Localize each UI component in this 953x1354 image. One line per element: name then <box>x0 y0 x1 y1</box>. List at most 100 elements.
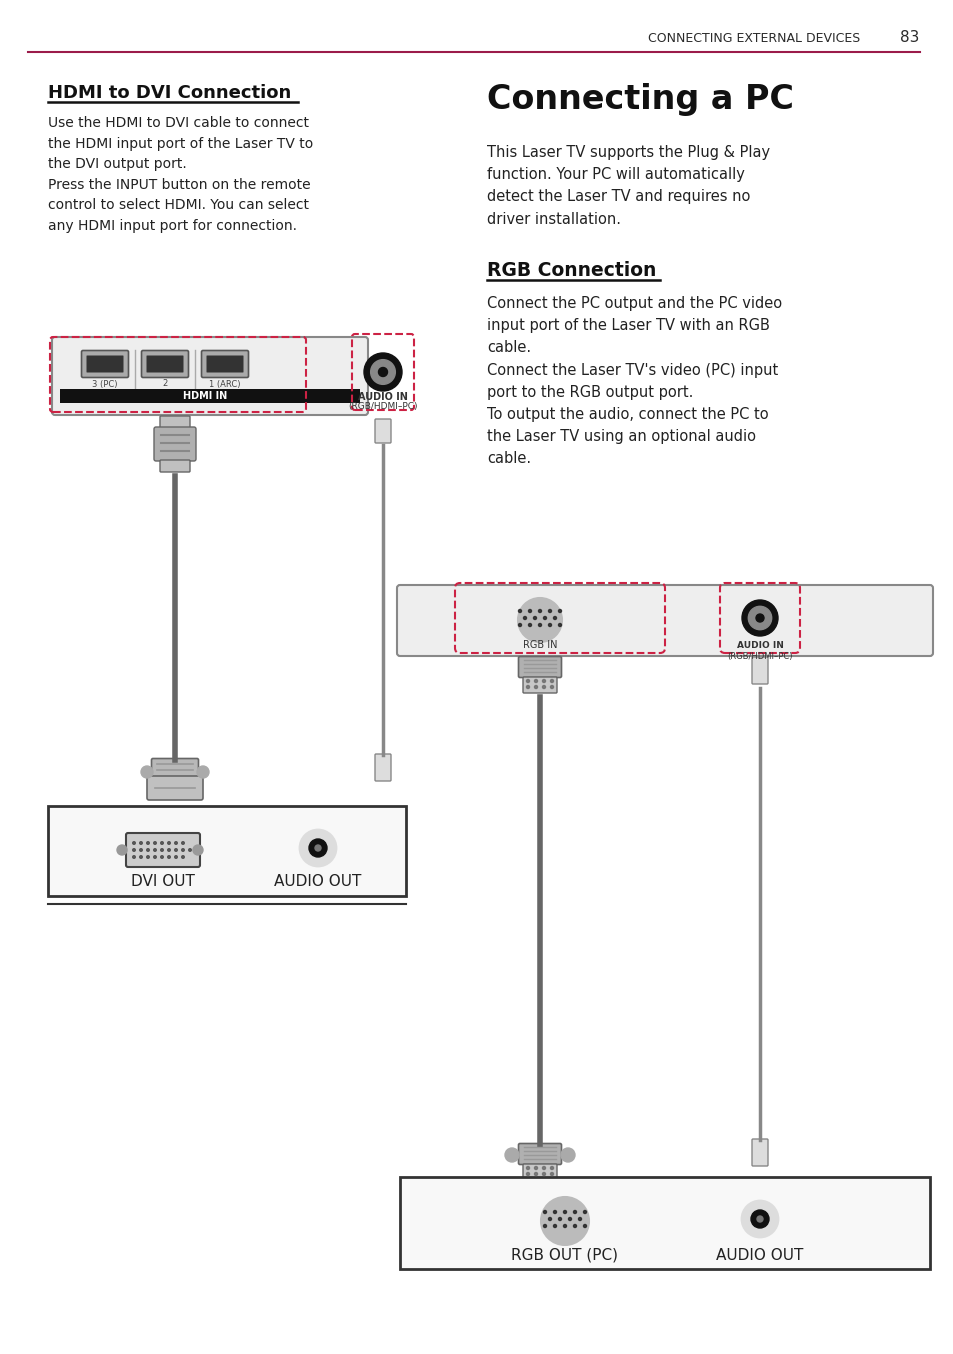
Circle shape <box>534 685 537 688</box>
FancyBboxPatch shape <box>160 460 190 473</box>
Circle shape <box>168 842 171 845</box>
Circle shape <box>553 616 556 620</box>
Circle shape <box>755 613 763 621</box>
Circle shape <box>153 842 156 845</box>
Text: AUDIO OUT: AUDIO OUT <box>716 1247 802 1262</box>
FancyBboxPatch shape <box>522 677 557 693</box>
Circle shape <box>526 685 529 688</box>
Circle shape <box>181 842 184 845</box>
Text: RGB OUT (PC): RGB OUT (PC) <box>511 1247 618 1262</box>
Circle shape <box>117 845 127 854</box>
FancyBboxPatch shape <box>399 1177 929 1269</box>
Circle shape <box>526 1167 529 1170</box>
Circle shape <box>139 856 142 858</box>
Circle shape <box>543 1224 546 1228</box>
Circle shape <box>147 856 149 858</box>
FancyBboxPatch shape <box>375 754 391 781</box>
Text: Use the HDMI to DVI cable to connect
the HDMI input port of the Laser TV to
the : Use the HDMI to DVI cable to connect the… <box>48 116 313 233</box>
Circle shape <box>757 1216 762 1223</box>
Text: AUDIO IN: AUDIO IN <box>357 393 408 402</box>
FancyBboxPatch shape <box>147 356 183 372</box>
Circle shape <box>132 856 135 858</box>
Circle shape <box>309 839 327 857</box>
Text: 2: 2 <box>162 379 168 389</box>
Circle shape <box>533 616 536 620</box>
Circle shape <box>189 849 192 852</box>
Circle shape <box>174 849 177 852</box>
Circle shape <box>196 766 209 779</box>
Circle shape <box>314 845 320 852</box>
Circle shape <box>558 623 561 627</box>
Circle shape <box>543 616 546 620</box>
FancyBboxPatch shape <box>518 657 561 677</box>
FancyBboxPatch shape <box>126 833 200 867</box>
Text: CONNECTING EXTERNAL DEVICES: CONNECTING EXTERNAL DEVICES <box>647 31 859 45</box>
Circle shape <box>583 1224 586 1228</box>
Text: 3 (PC): 3 (PC) <box>92 379 117 389</box>
Circle shape <box>132 842 135 845</box>
Circle shape <box>550 1173 553 1175</box>
Circle shape <box>553 1224 556 1228</box>
Circle shape <box>526 1173 529 1175</box>
Circle shape <box>553 1210 556 1213</box>
FancyBboxPatch shape <box>147 776 203 800</box>
Circle shape <box>542 1173 545 1175</box>
Circle shape <box>548 609 551 612</box>
Circle shape <box>558 609 561 612</box>
Circle shape <box>518 623 521 627</box>
Circle shape <box>160 849 163 852</box>
Text: Connecting a PC: Connecting a PC <box>486 84 793 116</box>
Circle shape <box>558 1217 561 1220</box>
Circle shape <box>542 1167 545 1170</box>
Circle shape <box>583 1210 586 1213</box>
Circle shape <box>528 623 531 627</box>
Text: HDMI IN: HDMI IN <box>183 391 227 401</box>
Circle shape <box>364 353 401 391</box>
Circle shape <box>160 856 163 858</box>
Circle shape <box>299 830 335 867</box>
Circle shape <box>550 685 553 688</box>
Text: This Laser TV supports the Plug & Play
function. Your PC will automatically
dete: This Laser TV supports the Plug & Play f… <box>486 145 769 226</box>
Circle shape <box>153 856 156 858</box>
Circle shape <box>526 680 529 682</box>
Circle shape <box>517 598 561 642</box>
Circle shape <box>573 1224 576 1228</box>
Circle shape <box>528 609 531 612</box>
Circle shape <box>747 607 771 630</box>
Circle shape <box>568 1217 571 1220</box>
Text: RGB Connection: RGB Connection <box>486 260 656 279</box>
Text: (RGB/HDMI–PC): (RGB/HDMI–PC) <box>726 651 792 661</box>
Circle shape <box>534 1173 537 1175</box>
FancyBboxPatch shape <box>141 351 189 378</box>
Circle shape <box>550 1167 553 1170</box>
Circle shape <box>573 1210 576 1213</box>
FancyBboxPatch shape <box>153 427 195 460</box>
Circle shape <box>534 1167 537 1170</box>
Circle shape <box>548 623 551 627</box>
Circle shape <box>537 623 541 627</box>
FancyBboxPatch shape <box>518 1144 561 1164</box>
Circle shape <box>741 1201 778 1238</box>
Circle shape <box>160 842 163 845</box>
Text: DVI OUT: DVI OUT <box>131 873 194 888</box>
Circle shape <box>550 680 553 682</box>
Circle shape <box>563 1224 566 1228</box>
Circle shape <box>542 680 545 682</box>
FancyBboxPatch shape <box>751 657 767 684</box>
Circle shape <box>168 856 171 858</box>
FancyBboxPatch shape <box>152 758 198 777</box>
Circle shape <box>578 1217 581 1220</box>
Circle shape <box>534 680 537 682</box>
Circle shape <box>378 367 387 376</box>
Circle shape <box>181 856 184 858</box>
Text: AUDIO IN: AUDIO IN <box>736 640 782 650</box>
FancyBboxPatch shape <box>87 356 123 372</box>
Circle shape <box>139 849 142 852</box>
Circle shape <box>542 685 545 688</box>
Text: 1 (ARC): 1 (ARC) <box>209 379 240 389</box>
Circle shape <box>181 849 184 852</box>
Circle shape <box>139 842 142 845</box>
FancyBboxPatch shape <box>522 1164 557 1179</box>
Circle shape <box>543 1210 546 1213</box>
Circle shape <box>174 856 177 858</box>
